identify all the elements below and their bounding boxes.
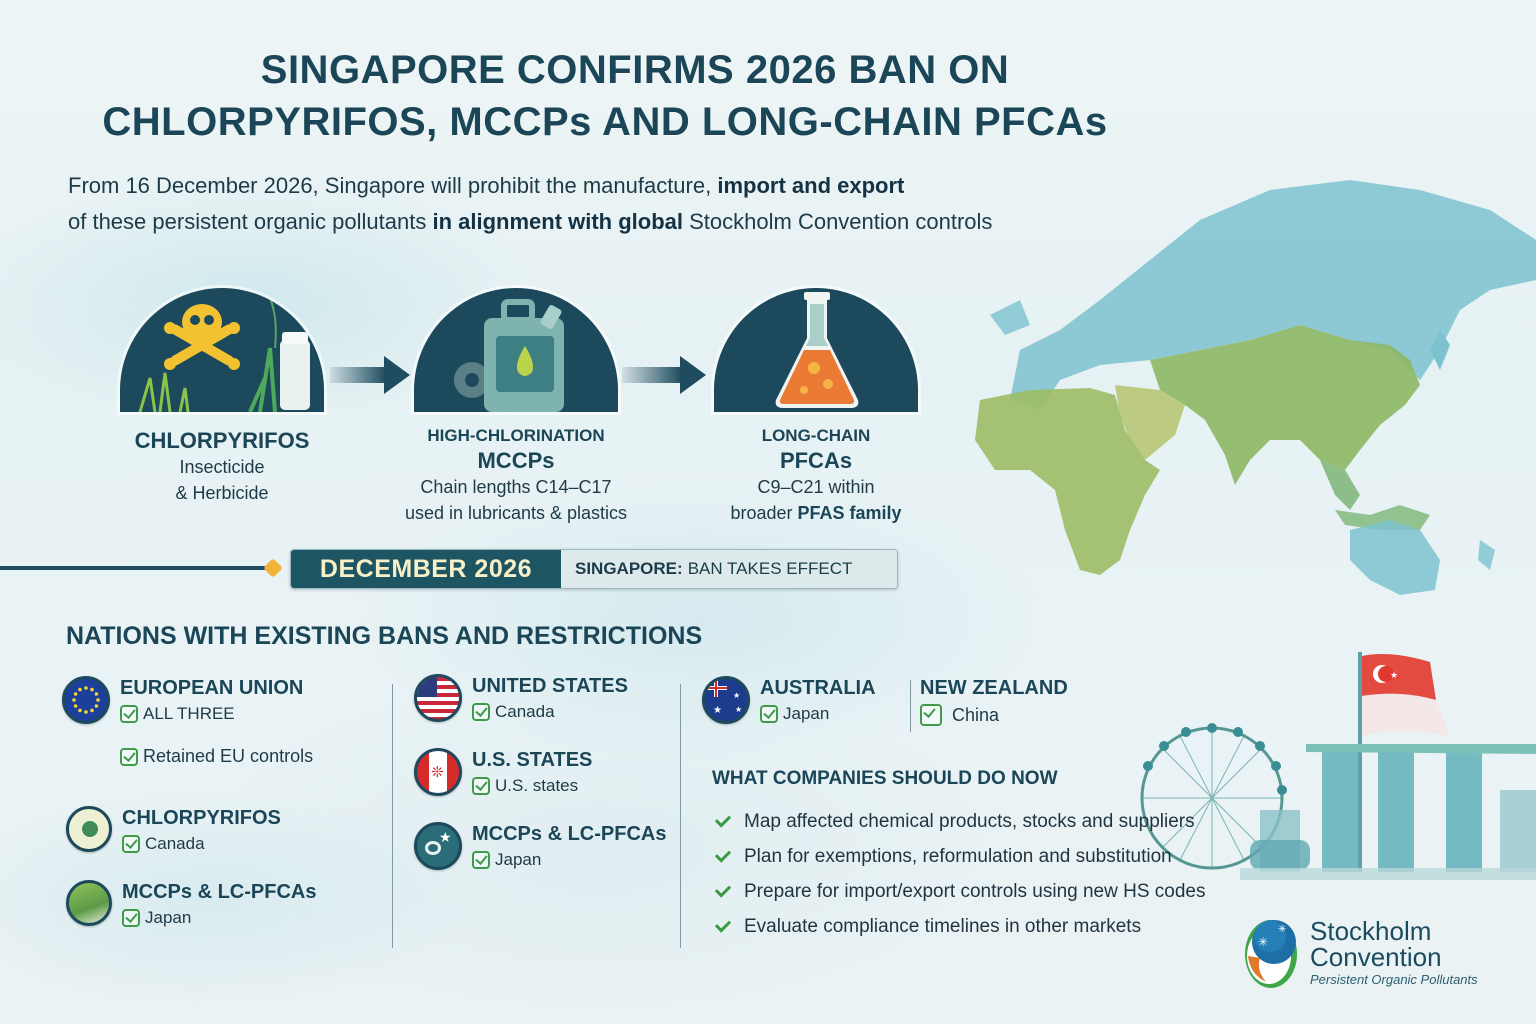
- substance-name: PFCAs: [779, 448, 853, 473]
- nation-chlorpyrifos: CHLORPYRIFOS Canada: [66, 806, 281, 854]
- subtitle-emphasis: import and export: [717, 173, 905, 198]
- check-item: China: [920, 704, 1068, 726]
- checkbox-checked-icon: [920, 704, 942, 726]
- checkbox-checked-icon: [760, 705, 778, 723]
- column-divider: [910, 680, 911, 732]
- substance-kicker: LONG-CHAIN: [761, 426, 871, 445]
- australia-flag-icon: ★ ★ ★: [702, 676, 750, 724]
- action-item: Map affected chemical products, stocks a…: [714, 804, 1206, 839]
- substance-card-chlorpyrifos: CHLORPYRIFOS Insecticide & Herbicide: [102, 288, 342, 506]
- world-map-illustration: [975, 180, 1536, 595]
- action-item: Evaluate compliance timelines in other m…: [714, 909, 1206, 944]
- timeline-milestone: DECEMBER 2026 SINGAPORE: BAN TAKES EFFECT: [290, 549, 898, 589]
- column-divider: [392, 684, 393, 948]
- logo-tagline: Persistent Organic Pollutants: [1310, 971, 1478, 987]
- lc-pfca-badge-icon: ★: [414, 822, 462, 870]
- action-item: Plan for exemptions, reformulation and s…: [714, 839, 1206, 874]
- check-item: ALL THREE: [120, 704, 313, 724]
- checkbox-checked-icon: [472, 777, 490, 795]
- checkbox-checked-icon: [120, 705, 138, 723]
- subtitle-emphasis: in alignment with global: [432, 209, 684, 234]
- nation-mccps-lcpfcas-2: ★ MCCPs & LC-PFCAs Japan: [414, 822, 666, 870]
- checkbox-checked-icon: [120, 747, 138, 766]
- nation-name: MCCPs & LC-PFCAs: [472, 823, 667, 845]
- timeline-line: [0, 566, 272, 570]
- logo-line-2: Convention: [1310, 941, 1442, 972]
- checkbox-checked-icon: [122, 909, 140, 927]
- check-item: U.S. states: [472, 776, 592, 796]
- nation-new-zealand: NEW ZEALAND China: [920, 676, 1068, 726]
- svg-text:✳: ✳: [1258, 935, 1268, 949]
- substance-kicker: HIGH-CHLORINATION: [427, 426, 605, 445]
- checkbox-checked-icon: [472, 703, 490, 721]
- substance-name: CHLORPYRIFOS: [134, 428, 310, 453]
- actions-list: Map affected chemical products, stocks a…: [714, 804, 1206, 944]
- globe-logo-icon: ✳ ✳: [1245, 920, 1297, 988]
- nation-name: CHLORPYRIFOS: [122, 807, 281, 829]
- substance-desc: broader PFAS family: [730, 503, 902, 523]
- eu-flag-icon: [62, 676, 110, 724]
- nation-name: U.S. STATES: [472, 749, 593, 771]
- substance-name: MCCPs: [477, 448, 555, 473]
- milestone-date: DECEMBER 2026: [291, 550, 561, 588]
- mccp-badge-icon: [66, 880, 112, 926]
- checkmark-icon: [714, 845, 732, 863]
- canada-flag-icon: ❊: [414, 748, 462, 796]
- us-flag-icon: [414, 674, 462, 722]
- check-item: Japan: [122, 908, 316, 928]
- nation-australia: ★ ★ ★ AUSTRALIA Japan: [702, 676, 876, 724]
- nations-section-title: NATIONS WITH EXISTING BANS AND RESTRICTI…: [66, 622, 703, 650]
- nation-us-states: ❊ U.S. STATES U.S. states: [414, 748, 592, 796]
- svg-text:✳: ✳: [1278, 924, 1286, 935]
- skull-crossbones-icon: [120, 288, 324, 412]
- substance-card-mccps: HIGH-CHLORINATION MCCPs Chain lengths C1…: [396, 288, 636, 526]
- column-divider: [680, 684, 681, 948]
- subtitle-text: Stockholm Convention controls: [683, 209, 993, 234]
- checkmark-icon: [714, 810, 732, 828]
- substance-desc: & Herbicide: [175, 483, 269, 503]
- nation-united-states: UNITED STATES Canada: [414, 674, 628, 722]
- page-title: SINGAPORE CONFIRMS 2026 BAN ON CHLORPYRI…: [0, 44, 1210, 148]
- checkbox-checked-icon: [122, 835, 140, 853]
- jerrycan-oil-icon: [414, 288, 618, 412]
- actions-title: WHAT COMPANIES SHOULD DO NOW: [712, 768, 1058, 789]
- substance-desc: Chain lengths C14–C17: [420, 477, 612, 497]
- check-item: Canada: [472, 702, 628, 722]
- check-item: Japan: [760, 704, 876, 724]
- substance-card-pfcas: LONG-CHAIN PFCAs C9–C21 within broader P…: [696, 288, 936, 526]
- nation-name: AUSTRALIA: [760, 677, 876, 699]
- arrow-right-icon: [622, 356, 706, 394]
- nation-name: NEW ZEALAND: [920, 677, 1068, 699]
- logo-line-1: Stockholm: [1310, 915, 1432, 946]
- subtitle-text: From 16 December 2026, Singapore will pr…: [68, 173, 718, 198]
- checkmark-icon: [714, 880, 732, 898]
- nation-name: EUROPEAN UNION: [120, 677, 304, 699]
- check-item: Japan: [472, 850, 666, 870]
- nation-mccps-lcpfcas: MCCPs & LC-PFCAs Japan: [66, 880, 316, 928]
- check-item: Canada: [122, 834, 281, 854]
- stockholm-convention-logo: ✳ ✳ Stockholm Convention Persistent Orga…: [1240, 912, 1478, 992]
- title-line-2: CHLORPYRIFOS, MCCPs AND LONG-CHAIN PFCAs: [102, 100, 1108, 144]
- timeline-marker: [263, 558, 283, 578]
- checkmark-icon: [714, 915, 732, 933]
- svg-text:★: ★: [1390, 671, 1398, 681]
- substance-desc: C9–C21 within: [757, 477, 875, 497]
- milestone-description: SINGAPORE: BAN TAKES EFFECT: [561, 550, 897, 588]
- subtitle: From 16 December 2026, Singapore will pr…: [68, 168, 992, 240]
- subtitle-text: of these persistent organic pollutants: [68, 209, 433, 234]
- singapore-skyline-illustration: ★: [1140, 652, 1536, 880]
- nation-name: MCCPs & LC-PFCAs: [122, 881, 317, 903]
- flask-icon: [714, 288, 918, 412]
- chlorpyrifos-badge-icon: [66, 806, 112, 852]
- title-line-1: SINGAPORE CONFIRMS 2026 BAN ON: [260, 48, 1010, 92]
- nation-european-union: EUROPEAN UNION ALL THREE Retained EU con…: [62, 676, 313, 767]
- checkbox-checked-icon: [472, 851, 490, 869]
- substance-desc: used in lubricants & plastics: [404, 503, 628, 523]
- action-item: Prepare for import/export controls using…: [714, 874, 1206, 909]
- arrow-right-icon: [330, 356, 410, 394]
- check-item: Retained EU controls: [120, 746, 313, 767]
- nation-name: UNITED STATES: [472, 675, 628, 697]
- substance-desc: Insecticide: [179, 457, 265, 477]
